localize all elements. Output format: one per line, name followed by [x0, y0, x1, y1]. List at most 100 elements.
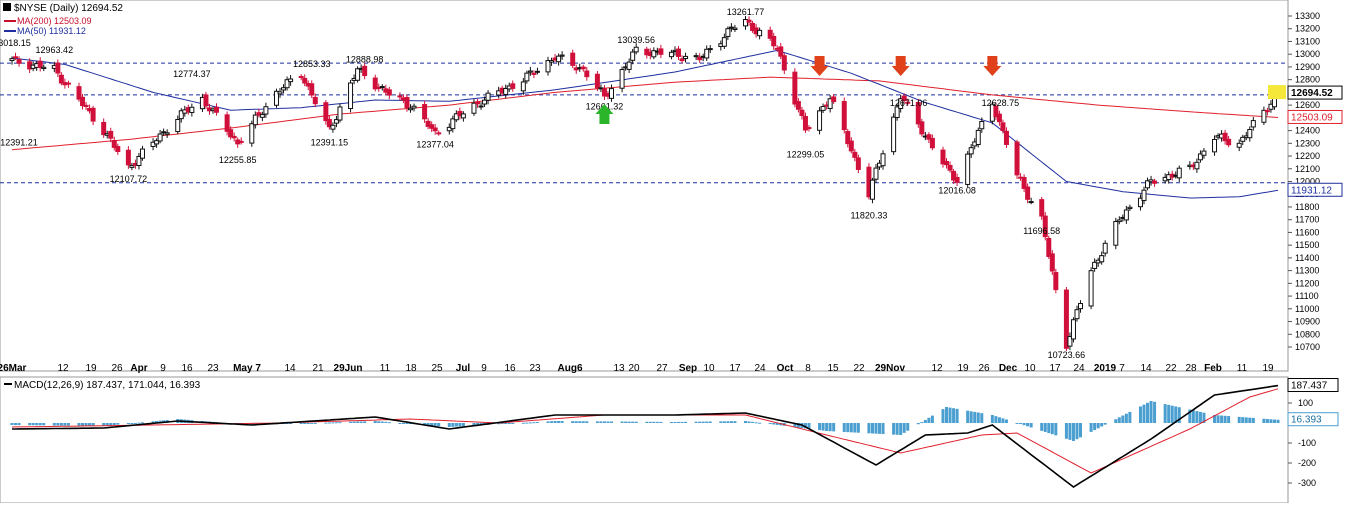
macd-histogram-bar — [856, 423, 860, 433]
macd-histogram-bar — [433, 423, 437, 426]
candle-body — [397, 95, 403, 98]
macd-histogram-bar — [1251, 417, 1255, 423]
candle-body — [901, 95, 907, 102]
macd-histogram-bar — [31, 423, 35, 426]
macd-histogram-bar — [821, 423, 825, 431]
candle-body — [1092, 261, 1098, 269]
candle-body — [312, 96, 318, 105]
macd-histogram-bar — [878, 423, 882, 434]
candle-body — [249, 123, 255, 144]
candle-body — [658, 48, 664, 55]
price-y-tick-label: 12200 — [1295, 151, 1320, 161]
candle-body — [778, 46, 784, 57]
macd-histogram-bar — [1174, 406, 1178, 423]
macd-histogram-bar — [807, 423, 811, 429]
macd-histogram-bar — [1237, 416, 1241, 423]
candle-body — [252, 114, 258, 126]
x-axis-label: 10 — [1024, 363, 1036, 374]
macd-histogram-bar — [624, 421, 628, 423]
macd-histogram-bar — [853, 423, 857, 433]
macd-histogram-bar — [59, 423, 63, 426]
macd-histogram-bar — [719, 421, 723, 423]
candle-body — [993, 105, 999, 118]
macd-histogram-bar — [130, 423, 134, 424]
x-axis-label: Dec — [999, 363, 1018, 374]
macd-histogram-bar — [895, 423, 899, 435]
macd-histogram-bar — [313, 422, 317, 424]
x-axis-label: 26Mar — [0, 363, 27, 374]
macd-value-label: 187.437 — [1291, 381, 1328, 392]
macd-histogram-bar — [17, 423, 21, 426]
price-y-tick-label: 11500 — [1295, 240, 1319, 250]
candle-body — [1141, 189, 1147, 201]
x-axis-label: 23 — [207, 363, 219, 374]
sell-arrow-icon — [983, 56, 1002, 76]
x-axis-label: 13 — [613, 363, 625, 374]
candle-body — [302, 77, 308, 84]
price-y-tick-label: 11100 — [1295, 291, 1319, 301]
price-y-tick-label: 13000 — [1295, 49, 1320, 59]
price-y-tick-label: 12400 — [1295, 126, 1320, 136]
candle-body — [817, 110, 823, 131]
candle-body — [799, 109, 805, 116]
macd-histogram-bar — [796, 423, 800, 428]
candle-body — [531, 72, 537, 75]
candle-body — [683, 55, 689, 60]
candle-body — [1046, 237, 1052, 257]
candle-body — [1003, 130, 1009, 145]
price-y-tick-label: 13100 — [1295, 36, 1320, 46]
candle-body — [407, 107, 413, 111]
candle-body — [214, 106, 220, 113]
candle-body — [115, 146, 121, 153]
macd-histogram-bar — [1068, 423, 1072, 440]
x-axis-label: 20 — [628, 363, 640, 374]
x-axis-label: Oct — [777, 363, 794, 374]
macd-histogram-bar — [620, 421, 624, 423]
macd-histogram-bar — [511, 423, 515, 424]
macd-histogram-bar — [1103, 423, 1107, 425]
candle-body — [471, 102, 477, 114]
price-y-tick-label: 13200 — [1295, 24, 1320, 34]
macd-histogram-bar — [363, 421, 367, 423]
candle-body — [1078, 303, 1084, 310]
candle-body — [1099, 255, 1105, 263]
candle-body — [288, 78, 294, 83]
macd-histogram-bar — [945, 407, 949, 423]
sell-arrow-icon — [810, 56, 829, 76]
x-axis-label: 9 — [160, 363, 166, 374]
macd-histogram-bar — [401, 423, 405, 424]
candle-body — [1264, 110, 1270, 113]
macd-histogram-bar — [906, 423, 910, 431]
macd-histogram-bar — [1054, 423, 1058, 436]
candle-body — [284, 79, 290, 89]
ma50-price-box — [1287, 182, 1343, 197]
candle-body — [503, 87, 509, 95]
candle-body — [549, 60, 555, 63]
macd-histogram-bar — [1223, 415, 1227, 423]
macd-histogram-bar — [1047, 423, 1051, 434]
x-axis-label: 11 — [380, 363, 391, 374]
macd-histogram-bar — [867, 423, 871, 434]
macd-histogram-bar — [980, 413, 984, 423]
price-peak-label: 12671.06 — [890, 98, 928, 108]
ma50-line — [11, 49, 1279, 199]
macd-histogram-bar — [324, 422, 328, 424]
candle-body — [1226, 138, 1232, 146]
candle-body — [355, 68, 361, 81]
macd-histogram-bar — [976, 412, 980, 423]
macd-histogram-bar — [1022, 423, 1026, 426]
macd-histogram-bar — [1220, 415, 1224, 423]
macd-histogram-bar — [698, 421, 702, 423]
macd-histogram-bar — [1153, 401, 1157, 423]
x-axis-label: Feb — [1204, 363, 1222, 374]
x-axis-label: 19 — [1262, 363, 1274, 374]
candle-body — [771, 35, 777, 47]
macd-histogram-bar — [768, 423, 772, 425]
macd-histogram-bar — [334, 422, 338, 424]
chart-type-icon[interactable] — [3, 3, 11, 11]
candle-body — [203, 94, 209, 107]
candle-body — [855, 157, 861, 170]
candle-body — [238, 140, 244, 143]
macd-histogram-bar — [677, 421, 681, 423]
macd-histogram-bar — [585, 421, 589, 423]
